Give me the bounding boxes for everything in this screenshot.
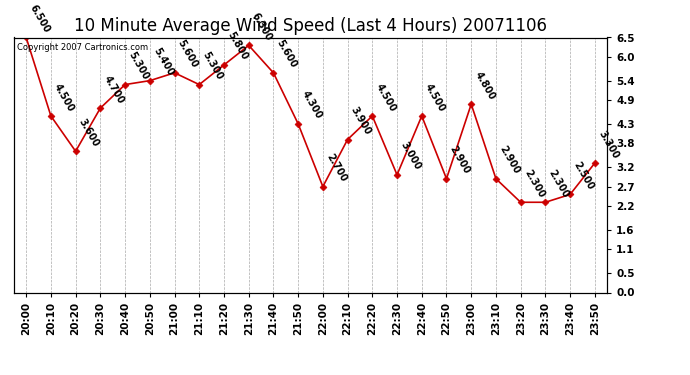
Text: 4.500: 4.500	[374, 81, 397, 113]
Text: 2.500: 2.500	[571, 160, 595, 192]
Title: 10 Minute Average Wind Speed (Last 4 Hours) 20071106: 10 Minute Average Wind Speed (Last 4 Hou…	[74, 16, 547, 34]
Text: 2.700: 2.700	[324, 152, 348, 184]
Text: 4.700: 4.700	[101, 74, 126, 105]
Text: 2.300: 2.300	[522, 168, 546, 200]
Text: Copyright 2007 Cartronics.com: Copyright 2007 Cartronics.com	[17, 43, 148, 52]
Text: 5.600: 5.600	[176, 38, 200, 70]
Text: 5.300: 5.300	[201, 50, 225, 82]
Text: 6.300: 6.300	[250, 11, 274, 43]
Text: 5.400: 5.400	[151, 46, 175, 78]
Text: 4.500: 4.500	[52, 81, 77, 113]
Text: 2.900: 2.900	[497, 144, 522, 176]
Text: 2.900: 2.900	[448, 144, 472, 176]
Text: 6.500: 6.500	[28, 3, 52, 35]
Text: 5.600: 5.600	[275, 38, 299, 70]
Text: 4.300: 4.300	[299, 89, 324, 121]
Text: 2.300: 2.300	[546, 168, 571, 200]
Text: 4.800: 4.800	[473, 70, 497, 101]
Text: 5.300: 5.300	[126, 50, 150, 82]
Text: 5.800: 5.800	[226, 30, 250, 62]
Text: 4.500: 4.500	[423, 81, 447, 113]
Text: 3.900: 3.900	[349, 105, 373, 137]
Text: 3.000: 3.000	[398, 140, 422, 172]
Text: 3.600: 3.600	[77, 117, 101, 148]
Text: 3.300: 3.300	[596, 129, 620, 160]
